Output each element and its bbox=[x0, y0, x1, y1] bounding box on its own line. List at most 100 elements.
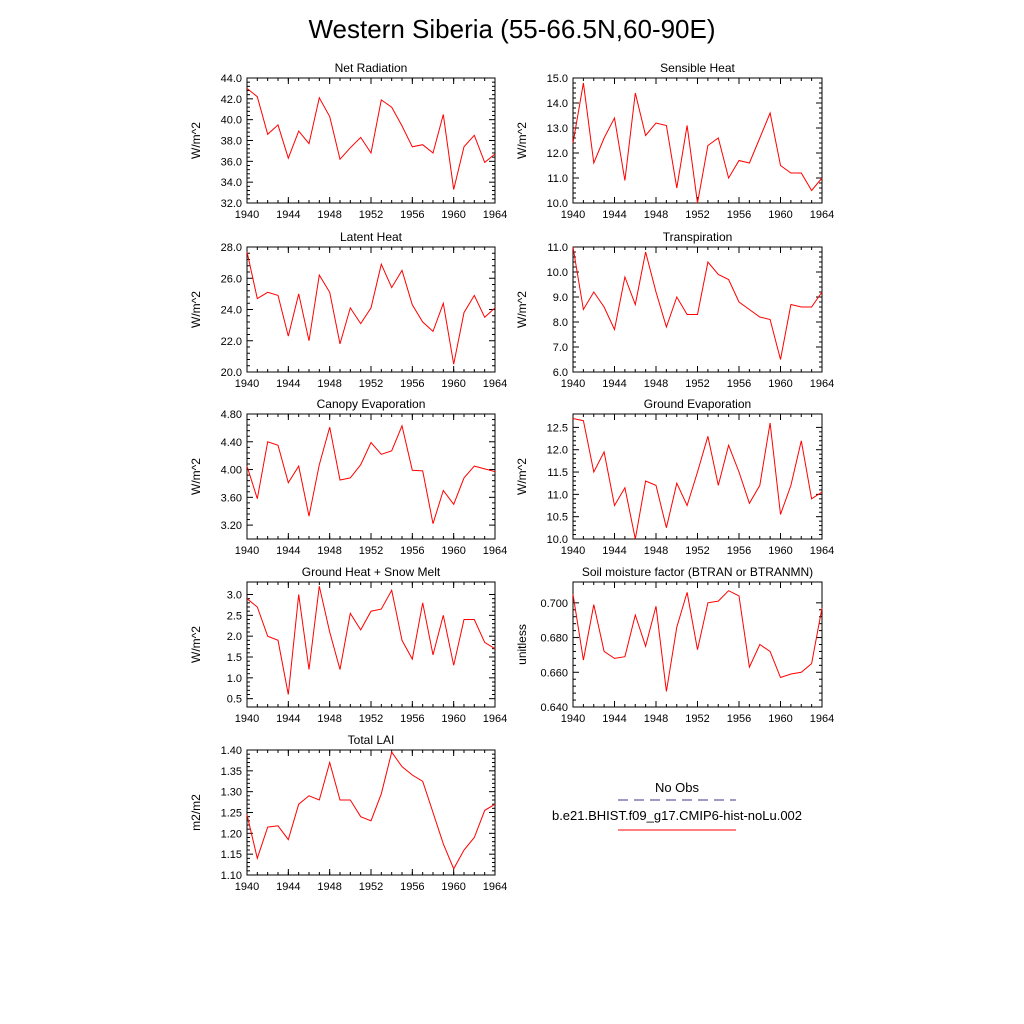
x-tick-label: 1952 bbox=[359, 209, 383, 221]
y-tick-label: 1.5 bbox=[227, 652, 242, 664]
y-tick-label: 0.700 bbox=[540, 598, 568, 610]
y-tick-label: 11.0 bbox=[547, 489, 568, 501]
y-tick-label: 2.0 bbox=[227, 631, 242, 643]
y-tick-label: 6.0 bbox=[553, 367, 568, 379]
plot-frame bbox=[246, 413, 496, 540]
panel-sensible-heat: Sensible Heat W/m^2 1940 1944 1948 1952 1956 19… bbox=[515, 61, 834, 221]
y-tick-label: 1.25 bbox=[221, 808, 242, 820]
plot-frame bbox=[572, 413, 823, 540]
x-tick-label: 1964 bbox=[483, 545, 507, 557]
plot-frame bbox=[572, 246, 823, 373]
panel-net-radiation: Net Radiation W/m^2 1940 1944 1948 1952 1956 19… bbox=[189, 61, 507, 221]
figure-title: Western Siberia (55-66.5N,60-90E) bbox=[308, 14, 716, 44]
x-tick-label: 1948 bbox=[644, 545, 668, 557]
series-line bbox=[246, 251, 496, 365]
y-axis-label: W/m^2 bbox=[189, 626, 203, 663]
x-tick-label: 1960 bbox=[441, 378, 465, 390]
series-line bbox=[572, 246, 823, 360]
x-tick-label: 1940 bbox=[235, 378, 259, 390]
y-tick-label: 3.60 bbox=[221, 492, 242, 504]
y-tick-label: 1.40 bbox=[221, 745, 242, 757]
x-tick-label: 1956 bbox=[727, 378, 751, 390]
y-tick-label: 15.0 bbox=[547, 73, 568, 85]
y-tick-label: 10.0 bbox=[547, 267, 568, 279]
x-tick-label: 1944 bbox=[602, 209, 626, 221]
y-tick-label: 14.0 bbox=[547, 98, 568, 110]
x-tick-label: 1956 bbox=[400, 209, 424, 221]
y-tick-label: 42.0 bbox=[221, 94, 242, 106]
y-tick-label: 11.5 bbox=[547, 467, 568, 479]
plot-frame bbox=[246, 77, 496, 204]
x-tick-label: 1956 bbox=[727, 713, 751, 725]
series-line bbox=[246, 586, 496, 695]
x-tick-label: 1940 bbox=[235, 209, 259, 221]
y-axis-label: W/m^2 bbox=[189, 458, 203, 495]
panel-title: Latent Heat bbox=[340, 230, 403, 244]
series-line bbox=[246, 88, 496, 190]
y-axis-label: W/m^2 bbox=[515, 122, 529, 159]
x-tick-label: 1960 bbox=[441, 545, 465, 557]
y-axis-label: W/m^2 bbox=[189, 122, 203, 159]
x-tick-label: 1960 bbox=[441, 209, 465, 221]
y-tick-label: 13.0 bbox=[547, 123, 568, 135]
y-tick-label: 12.5 bbox=[547, 422, 568, 434]
x-tick-label: 1956 bbox=[400, 713, 424, 725]
panel-transpiration: Transpiration W/m^2 1940 1944 1948 1952 1956 19… bbox=[515, 230, 834, 390]
y-tick-label: 26.0 bbox=[221, 273, 242, 285]
y-tick-label: 28.0 bbox=[221, 242, 242, 254]
x-tick-label: 1964 bbox=[810, 713, 834, 725]
panel-total-lai: Total LAI m2/m2 1940 1944 1948 1952 1956 1960 19… bbox=[189, 733, 507, 893]
y-tick-label: 10.0 bbox=[547, 534, 568, 546]
panel-soil-moisture-factor: Soil moisture factor (BTRAN or BTRANMN) u… bbox=[515, 565, 834, 725]
panel-latent-heat: Latent Heat W/m^2 1940 1944 1948 1952 1956 1960… bbox=[189, 230, 507, 390]
plot-frame bbox=[246, 246, 496, 373]
x-tick-label: 1940 bbox=[561, 713, 585, 725]
y-tick-label: 1.0 bbox=[227, 673, 242, 685]
x-tick-label: 1952 bbox=[685, 545, 709, 557]
y-tick-label: 36.0 bbox=[221, 156, 242, 168]
x-tick-label: 1960 bbox=[441, 713, 465, 725]
x-tick-label: 1952 bbox=[359, 713, 383, 725]
x-tick-label: 1944 bbox=[276, 545, 300, 557]
plot-frame bbox=[246, 581, 496, 708]
y-tick-label: 10.5 bbox=[547, 512, 568, 524]
panel-title: Total LAI bbox=[348, 733, 395, 747]
x-tick-label: 1940 bbox=[561, 545, 585, 557]
y-tick-label: 32.0 bbox=[221, 198, 242, 210]
y-tick-label: 0.5 bbox=[227, 694, 242, 706]
y-axis-label: m2/m2 bbox=[189, 794, 203, 831]
series-line bbox=[246, 424, 496, 524]
panel-title: Soil moisture factor (BTRAN or BTRANMN) bbox=[582, 565, 813, 579]
x-tick-label: 1956 bbox=[400, 881, 424, 893]
x-tick-label: 1964 bbox=[483, 881, 507, 893]
x-tick-label: 1952 bbox=[685, 713, 709, 725]
plot-frame bbox=[572, 77, 823, 204]
x-tick-label: 1964 bbox=[483, 378, 507, 390]
y-tick-label: 3.0 bbox=[227, 590, 242, 602]
y-tick-label: 1.15 bbox=[221, 849, 242, 861]
x-tick-label: 1956 bbox=[727, 209, 751, 221]
x-tick-label: 1956 bbox=[400, 545, 424, 557]
x-tick-label: 1952 bbox=[359, 378, 383, 390]
x-tick-label: 1964 bbox=[810, 209, 834, 221]
panel-title: Ground Evaporation bbox=[644, 397, 751, 411]
panel-title: Net Radiation bbox=[335, 61, 408, 75]
x-tick-label: 1944 bbox=[276, 378, 300, 390]
x-tick-label: 1956 bbox=[727, 545, 751, 557]
y-tick-label: 1.10 bbox=[221, 870, 242, 882]
x-tick-label: 1960 bbox=[768, 545, 792, 557]
x-tick-label: 1964 bbox=[483, 713, 507, 725]
y-tick-label: 22.0 bbox=[221, 336, 242, 348]
y-tick-label: 4.00 bbox=[221, 465, 242, 477]
y-tick-label: 0.660 bbox=[540, 667, 568, 679]
x-tick-label: 1960 bbox=[441, 881, 465, 893]
x-tick-label: 1948 bbox=[644, 713, 668, 725]
y-tick-label: 1.35 bbox=[221, 766, 242, 778]
y-tick-label: 0.680 bbox=[540, 633, 568, 645]
x-tick-label: 1964 bbox=[810, 545, 834, 557]
x-tick-label: 1944 bbox=[276, 881, 300, 893]
y-tick-label: 2.5 bbox=[227, 610, 242, 622]
x-tick-label: 1944 bbox=[276, 209, 300, 221]
y-tick-label: 3.20 bbox=[221, 520, 242, 532]
